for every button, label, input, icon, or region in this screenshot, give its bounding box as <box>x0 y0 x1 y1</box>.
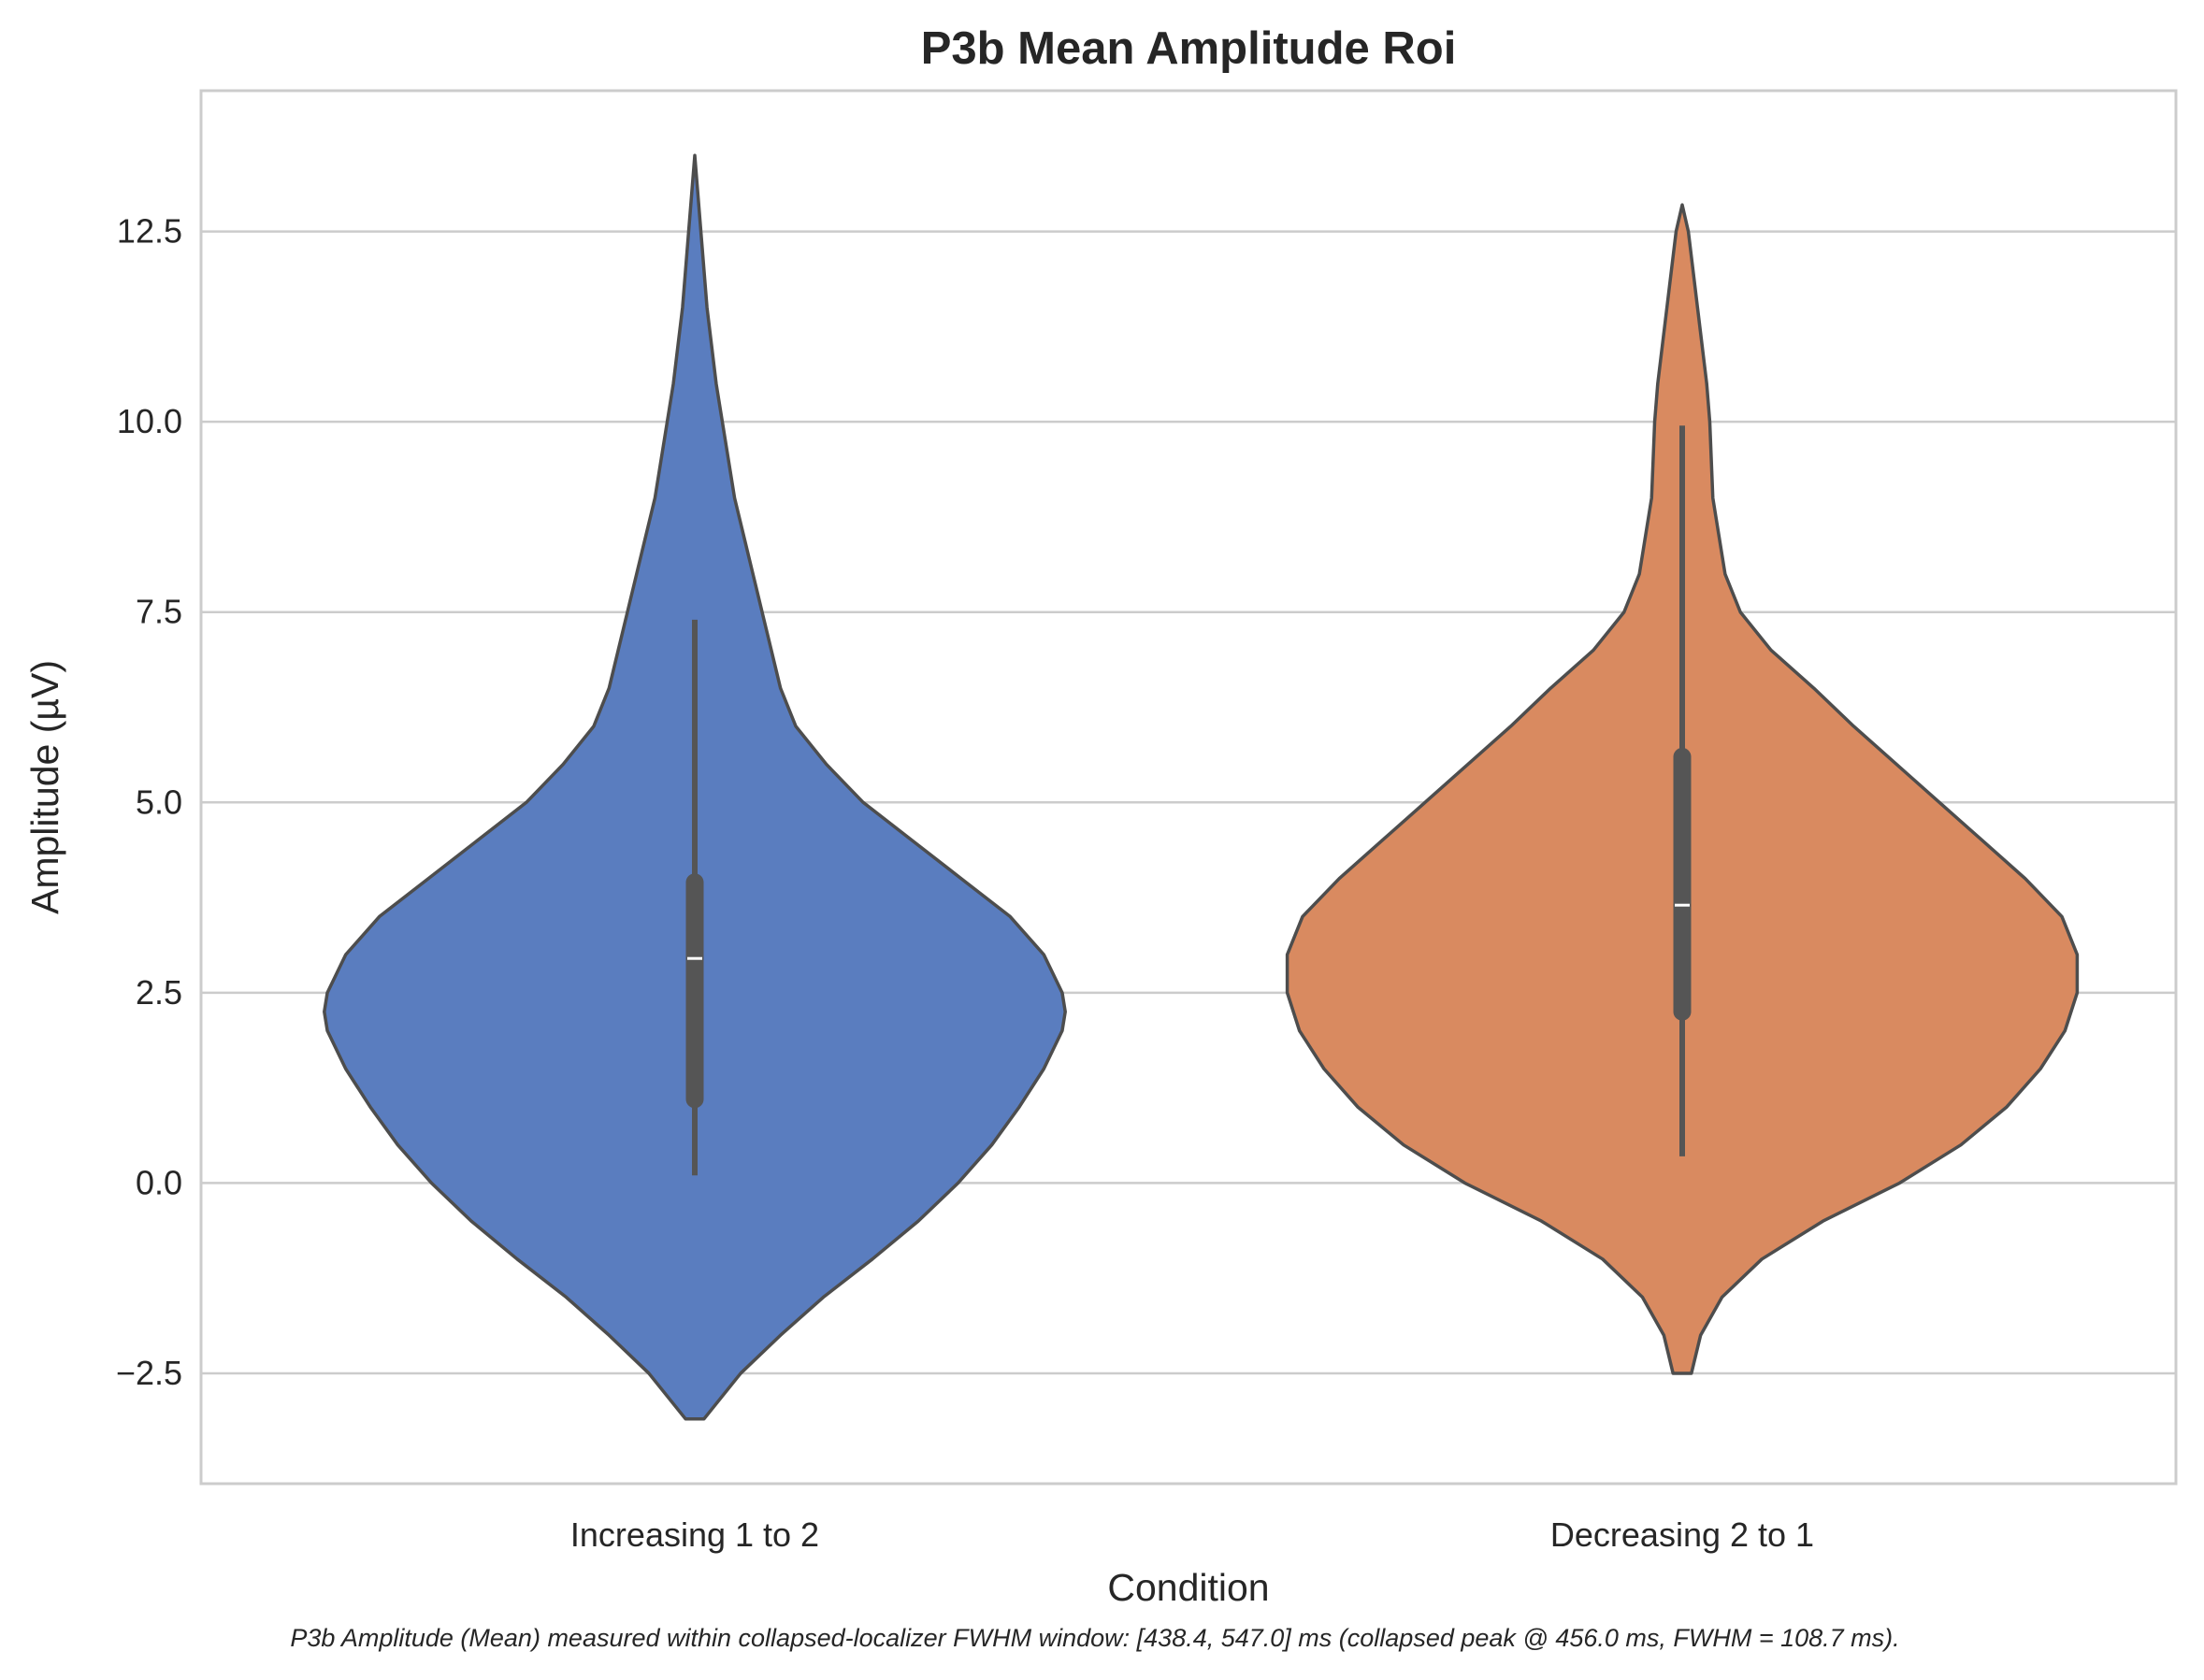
y-tick-label: 5.0 <box>136 783 182 821</box>
y-tick-label: 12.5 <box>117 212 182 251</box>
x-tick-label: Decreasing 2 to 1 <box>1550 1515 1814 1554</box>
violin-decreasing <box>1285 203 2080 1375</box>
x-tick-labels: Increasing 1 to 2 Decreasing 2 to 1 <box>570 1515 1814 1554</box>
violins <box>323 153 2080 1421</box>
x-tick-label: Increasing 1 to 2 <box>570 1515 819 1554</box>
y-tick-labels: −2.5 0.0 2.5 5.0 7.5 10.0 12.5 <box>116 212 182 1392</box>
violin-increasing <box>323 153 1067 1421</box>
y-tick-label: 10.0 <box>117 402 182 440</box>
y-tick-label: −2.5 <box>116 1354 182 1392</box>
y-tick-label: 2.5 <box>136 973 182 1012</box>
footnote-caption: P3b Amplitude (Mean) measured within col… <box>290 1624 1899 1652</box>
chart-title: P3b Mean Amplitude Roi <box>921 23 1457 74</box>
x-axis-label: Condition <box>1107 1566 1269 1609</box>
y-tick-label: 7.5 <box>136 593 182 631</box>
y-tick-label: 0.0 <box>136 1163 182 1201</box>
plot-frame <box>199 89 2178 1486</box>
y-axis-label: Amplitude (µV) <box>23 660 66 914</box>
